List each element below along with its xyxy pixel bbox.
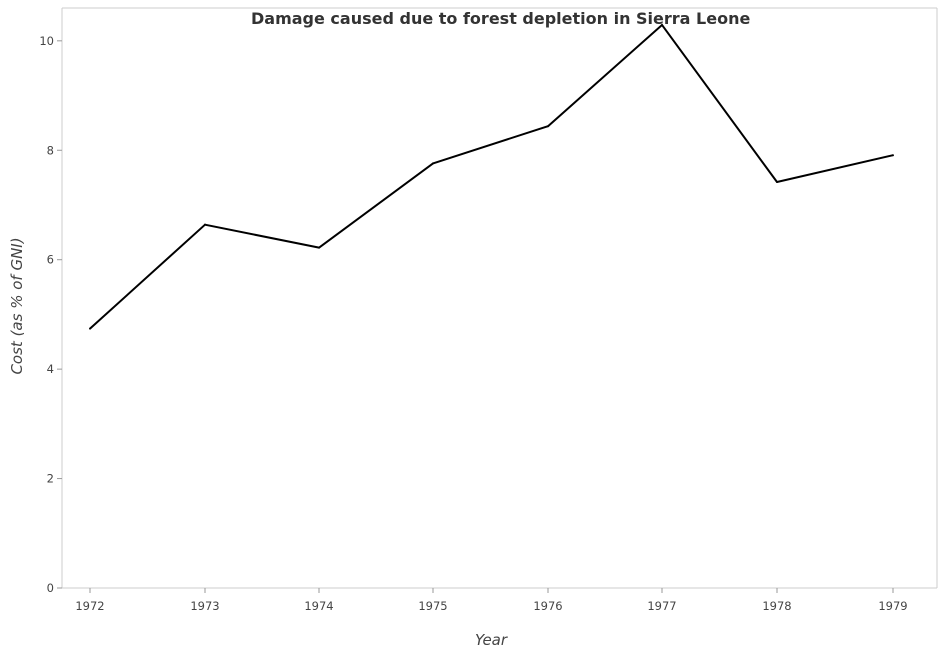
x-tick-label: 1978 xyxy=(762,599,791,613)
data-point xyxy=(547,125,549,128)
data-point xyxy=(892,154,894,157)
data-point xyxy=(432,162,434,165)
data-point xyxy=(318,246,320,249)
plot-frame xyxy=(61,7,938,589)
data-point xyxy=(776,181,778,183)
series-layer xyxy=(89,23,894,330)
y-tick-label: 10 xyxy=(39,34,54,48)
x-tick-label: 1972 xyxy=(75,599,104,613)
x-tick-label: 1973 xyxy=(190,599,219,613)
chart-title: Damage caused due to forest depletion in… xyxy=(251,9,750,28)
x-tick-label: 1977 xyxy=(647,599,676,613)
x-tick-label: 1979 xyxy=(878,599,907,613)
data-point xyxy=(661,23,663,26)
x-tick-label: 1976 xyxy=(533,599,562,613)
series-line xyxy=(89,23,894,330)
x-axis-label: Year xyxy=(475,631,508,649)
y-tick-label: 6 xyxy=(47,253,54,267)
x-axis-ticks: 1972 1973 1974 1975 1976 1977 1978 1979 xyxy=(75,588,908,613)
y-tick-label: 4 xyxy=(47,362,54,376)
x-tick-label: 1974 xyxy=(304,599,333,613)
data-point xyxy=(204,223,206,226)
x-tick-label: 1975 xyxy=(418,599,447,613)
y-axis-ticks: 0 2 4 6 8 10 xyxy=(39,34,62,595)
y-axis-label: Cost (as % of GNI) xyxy=(8,237,26,374)
data-point xyxy=(89,327,91,330)
y-tick-label: 2 xyxy=(47,472,54,486)
y-tick-label: 8 xyxy=(47,143,54,157)
y-tick-label: 0 xyxy=(47,581,54,595)
